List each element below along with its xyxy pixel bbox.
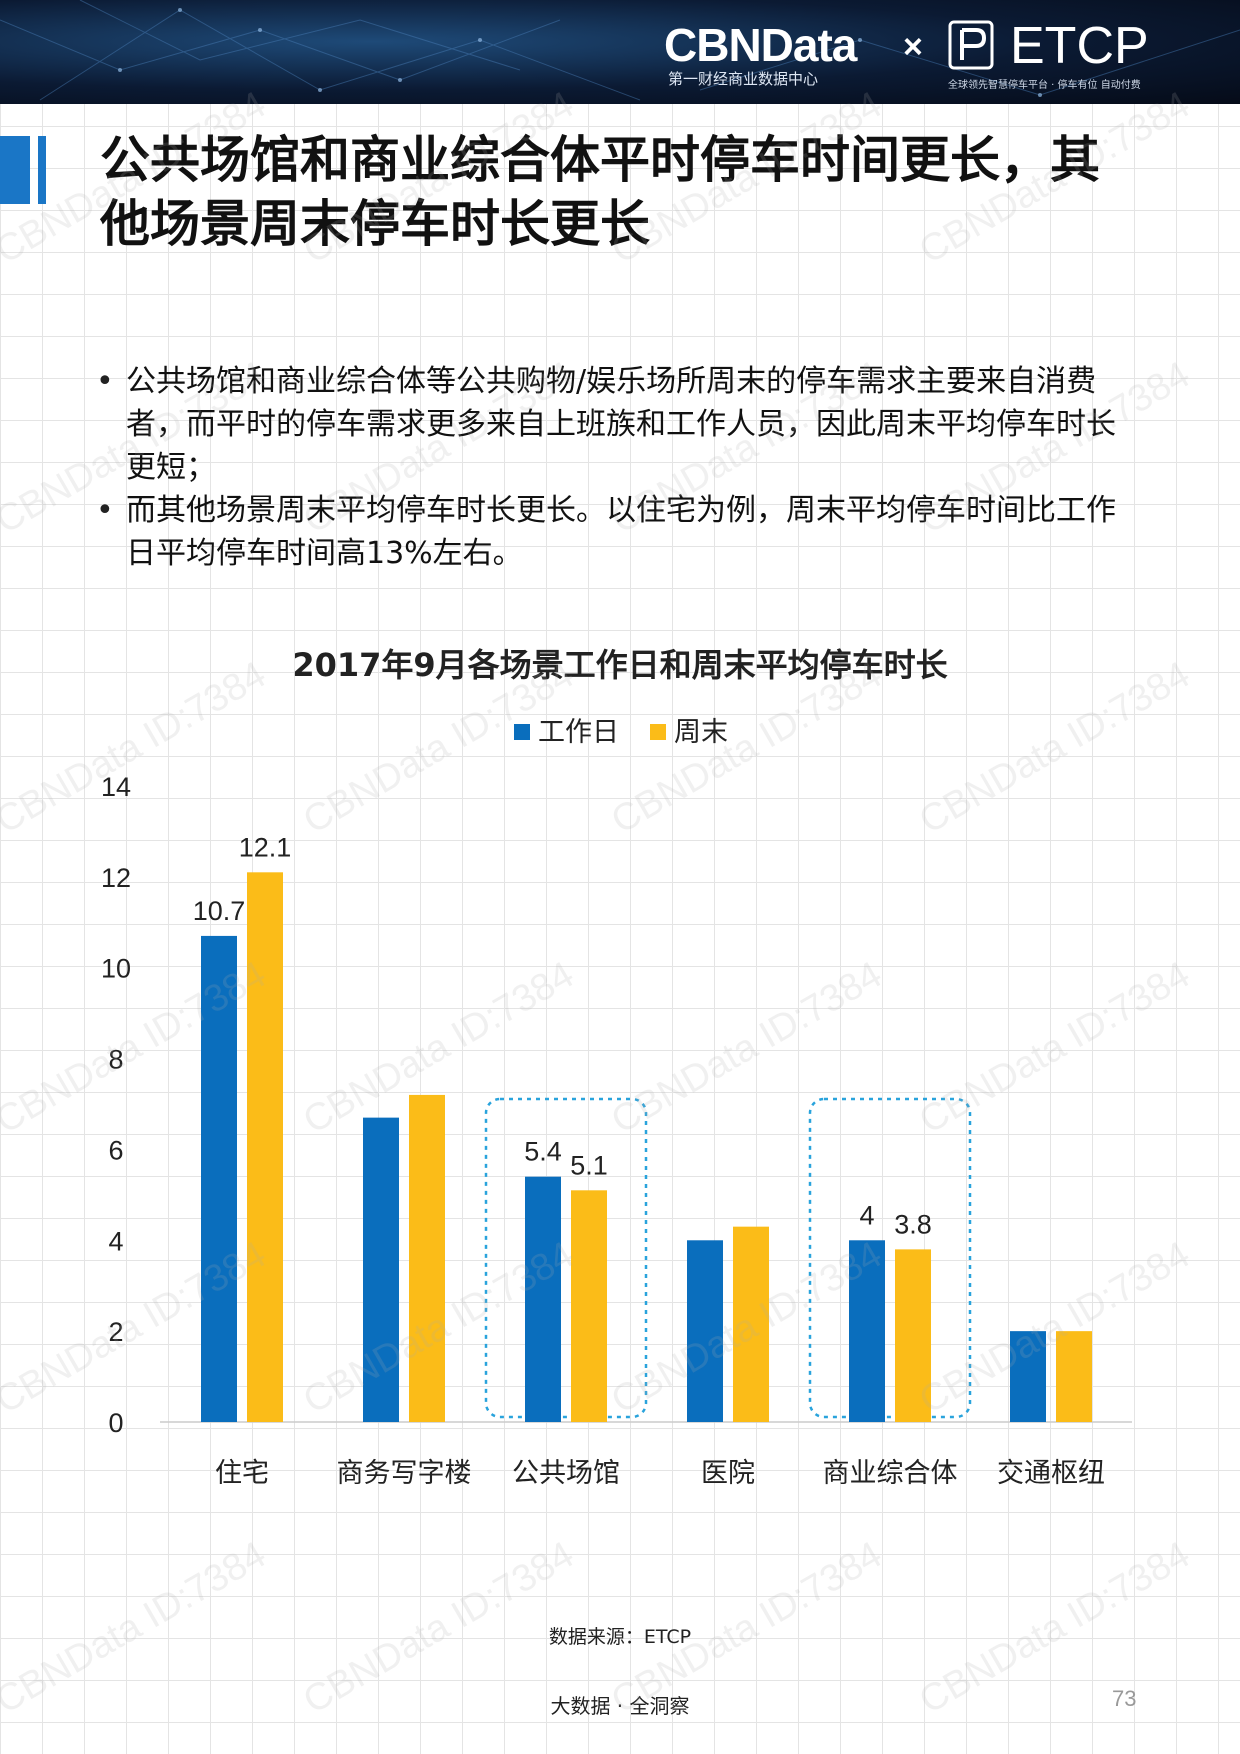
y-tick-label: 10: [101, 954, 131, 984]
x-tick-label: 商务写字楼: [337, 1458, 472, 1489]
y-tick-label: 0: [108, 1408, 123, 1438]
bar-weekend: [409, 1094, 445, 1422]
data-label: 5.4: [524, 1137, 562, 1167]
title-accent-bar: [0, 136, 30, 204]
y-tick-label: 8: [108, 1045, 123, 1075]
highlight-box: [484, 1097, 648, 1419]
y-tick-label: 12: [101, 863, 131, 893]
x-tick-label: 交通枢纽: [997, 1458, 1105, 1489]
data-source: 数据来源：ETCP: [548, 1626, 692, 1648]
bullet-list: 公共场馆和商业综合体等公共购物/娱乐场所周末的停车需求主要来自消费者，而平时的停…: [96, 360, 1136, 575]
y-tick-label: 14: [101, 772, 131, 802]
bar-weekend: [733, 1226, 769, 1422]
data-label: 10.7: [193, 896, 246, 926]
y-tick-label: 4: [108, 1226, 123, 1256]
cbndata-subtitle: 第一财经商业数据中心: [668, 70, 819, 88]
collab-separator: ×: [903, 28, 923, 66]
legend-swatch-2: [650, 724, 666, 740]
page-title: 公共场馆和商业综合体平时停车时间更长，其他场景周末停车时长更长: [100, 131, 1100, 253]
bar-workday: [1010, 1331, 1046, 1422]
bar-weekend: [571, 1190, 607, 1422]
y-tick-label: 2: [108, 1317, 123, 1347]
bar-workday: [687, 1240, 723, 1422]
etcp-logo-icon: [948, 20, 994, 70]
bar-workday: [525, 1176, 561, 1422]
bar-weekend: [1056, 1331, 1092, 1422]
data-label: 12.1: [239, 832, 292, 862]
header-banner: CBNData 第一财经商业数据中心 × ETCP 全球领先智慧停车平台 · 停…: [0, 0, 1240, 104]
bar-workday: [849, 1240, 885, 1422]
data-label: 3.8: [894, 1209, 932, 1239]
bar-weekend: [895, 1249, 931, 1422]
bar-workday: [201, 935, 237, 1422]
page-number: 73: [1112, 1686, 1137, 1711]
bar-workday: [363, 1117, 399, 1422]
cbndata-logo: CBNData: [664, 19, 857, 71]
x-tick-label: 住宅: [215, 1458, 269, 1489]
etcp-wordmark: ETCP: [1010, 17, 1149, 75]
x-tick-label: 医院: [701, 1458, 755, 1489]
highlight-box: [808, 1097, 972, 1419]
legend-swatch-1: [514, 724, 530, 740]
x-tick-label: 公共场馆: [512, 1458, 620, 1489]
data-label: 4: [859, 1200, 874, 1230]
bullet-item-2: 而其他场景周末平均停车时长更长。以住宅为例，周末平均停车时间比工作日平均停车时间…: [96, 489, 1136, 575]
footer-tagline: 大数据 · 全洞察: [550, 1694, 690, 1718]
y-tick-label: 6: [108, 1135, 123, 1165]
chart-title: 2017年9月各场景工作日和周末平均停车时长: [292, 646, 947, 684]
data-label: 5.1: [570, 1150, 608, 1180]
bar-weekend: [247, 872, 283, 1422]
title-accent-bar-thin: [38, 136, 46, 204]
x-tick-label: 商业综合体: [823, 1458, 958, 1489]
legend-label-1: 工作日: [538, 717, 619, 748]
legend-label-2: 周末: [674, 717, 728, 748]
etcp-subtitle: 全球领先智慧停车平台 · 停车有位 自动付费: [948, 80, 1141, 91]
bullet-item-1: 公共场馆和商业综合体等公共购物/娱乐场所周末的停车需求主要来自消费者，而平时的停…: [96, 360, 1136, 489]
